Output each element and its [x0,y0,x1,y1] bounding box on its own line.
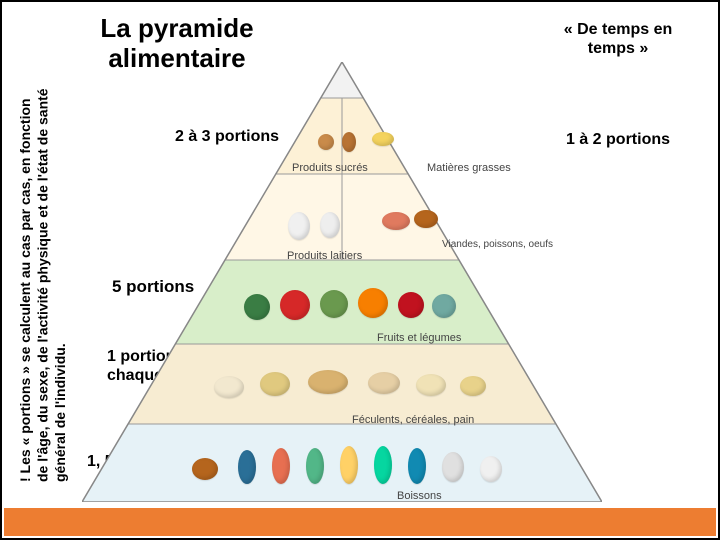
tier-label-fruits: Fruits et légumes [377,332,461,344]
tier-label-boissons: Boissons [397,490,442,502]
food-item-icon [368,372,400,394]
food-item-icon [320,212,340,238]
food-item-icon [260,372,290,396]
food-item-icon [398,292,424,318]
food-item-icon [214,376,244,398]
tier-label-feculents: Féculents, céréales, pain [352,414,474,426]
food-item-icon [238,450,256,484]
food-item-icon [308,370,348,394]
food-pyramid: Produits sucrés Matières grasses Produit… [82,62,602,502]
food-item-icon [280,290,310,320]
food-item-icon [408,448,426,484]
food-item-icon [192,458,218,480]
bottom-accent-bar [4,508,716,536]
food-item-icon [372,132,394,146]
slide-frame: La pyramide alimentaire ! Les « portions… [0,0,720,540]
label-occasional: « De temps en temps » [548,20,688,58]
food-item-icon [244,294,270,320]
food-item-icon [442,452,464,482]
food-item-icon [306,448,324,484]
tier-label-sucres: Produits sucrés [292,162,368,174]
food-item-icon [272,448,290,484]
food-item-icon [374,446,392,484]
food-item-icon [342,132,356,152]
food-item-icon [416,374,446,396]
food-item-icon [358,288,388,318]
food-item-icon [320,290,348,318]
food-item-icon [460,376,486,396]
food-item-icon [340,446,358,484]
food-item-icon [432,294,456,318]
food-item-icon [382,212,410,230]
tier-label-grasses: Matières grasses [427,162,511,174]
food-item-icon [288,212,310,240]
pyramid-svg [82,62,602,502]
tier-label-viandes: Viandes, poissons, oeufs [442,240,553,251]
food-item-icon [414,210,438,228]
food-item-icon [318,134,334,150]
tier-label-laitiers: Produits laitiers [287,250,362,262]
food-item-icon [480,456,502,482]
